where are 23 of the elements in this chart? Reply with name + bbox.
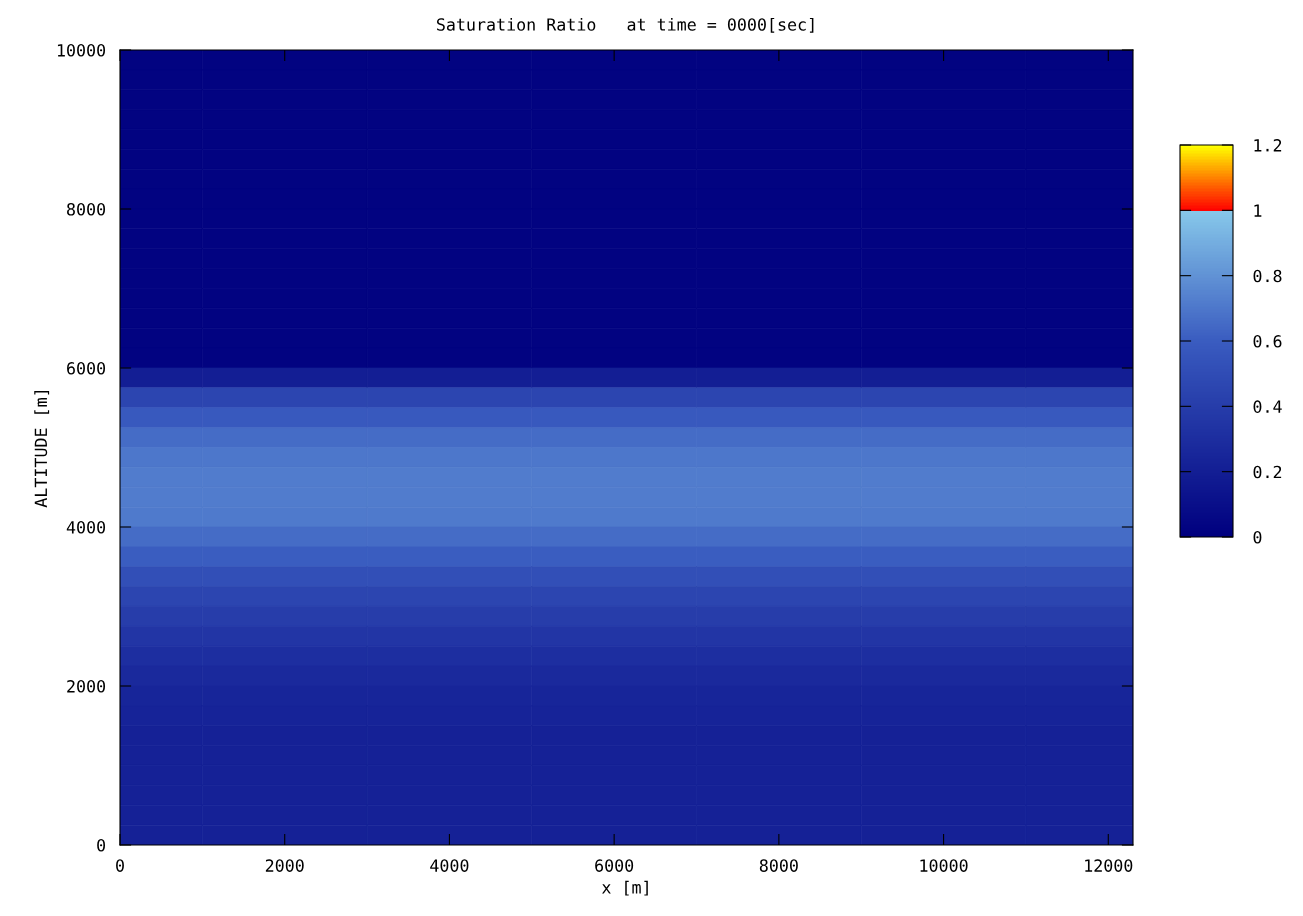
- color-bar-label: 0.8: [1253, 269, 1282, 283]
- color-bar-label: 0.4: [1253, 400, 1282, 413]
- x-tick-label: 12000: [1085, 859, 1133, 872]
- x-tick-label: 0: [116, 859, 124, 872]
- y-tick-label: 2000: [67, 680, 106, 693]
- y-axis-title: ALTITUDE [m]: [34, 391, 50, 508]
- x-axis-title: x [m]: [602, 880, 648, 896]
- y-tick-label: 10000: [57, 44, 106, 57]
- x-tick-label: 8000: [759, 859, 798, 872]
- x-tick-label: 10000: [920, 859, 968, 872]
- y-tick-label: 4000: [66, 521, 106, 534]
- x-tick-label: 2000: [265, 859, 304, 872]
- color-bar-label: 0: [1253, 531, 1262, 544]
- color-bar-label: 0.6: [1253, 335, 1282, 348]
- color-bar-label: 1: [1254, 204, 1262, 217]
- color-bar-label: 1.2: [1254, 139, 1282, 152]
- x-tick-label: 4000: [430, 859, 469, 872]
- y-tick-label: 8000: [67, 203, 106, 216]
- y-tick-label: 6000: [67, 362, 106, 375]
- chart-title: Saturation Ratio at time = 0000[sec]: [436, 17, 814, 33]
- y-tick-label: 0: [97, 839, 106, 852]
- x-tick-label: 6000: [595, 859, 634, 872]
- color-bar-label: 0.2: [1253, 465, 1282, 479]
